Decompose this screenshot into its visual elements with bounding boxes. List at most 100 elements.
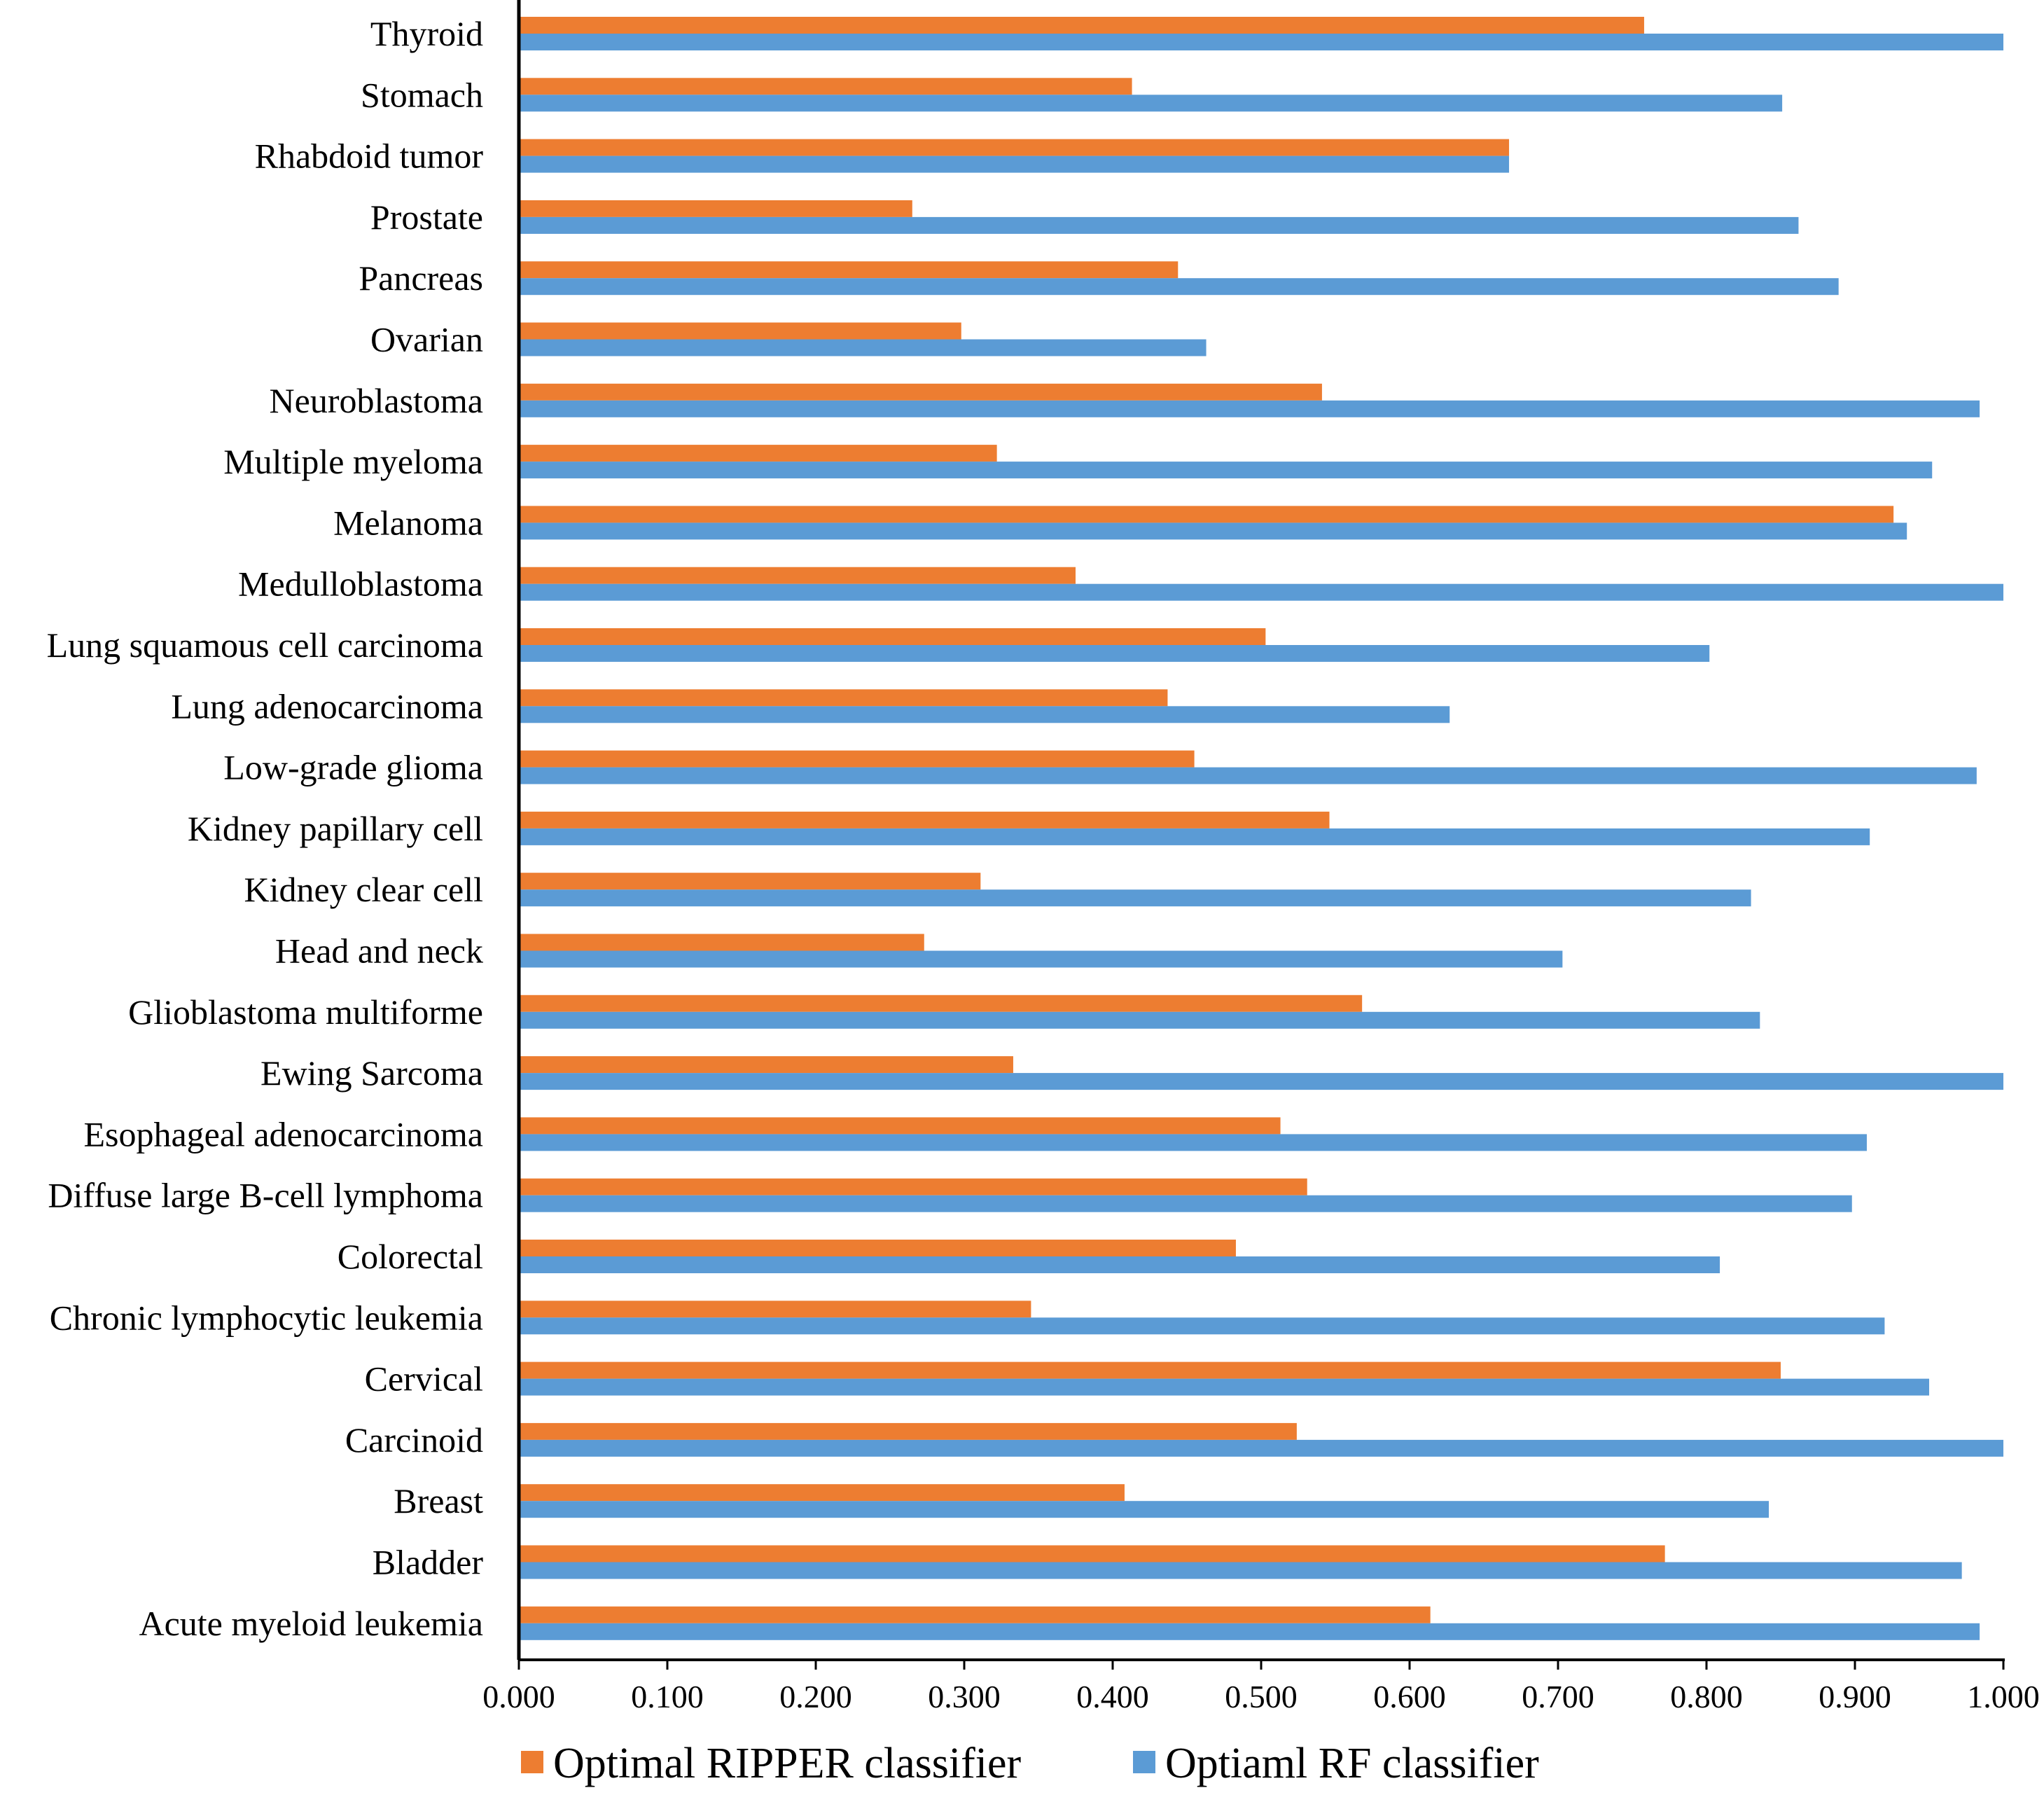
bar-ripper-9 <box>519 567 1076 584</box>
category-label: Stomach <box>361 75 483 114</box>
bar-ripper-21 <box>519 1301 1031 1318</box>
bar-rf-26 <box>519 1623 1980 1640</box>
bar-rf-21 <box>519 1317 1885 1335</box>
category-label: Diffuse large B-cell lymphoma <box>48 1176 483 1215</box>
bar-rf-14 <box>519 889 1751 907</box>
bar-rf-16 <box>519 1011 1760 1029</box>
bar-ripper-1 <box>519 78 1132 95</box>
category-label: Medulloblastoma <box>238 564 483 604</box>
bar-rf-23 <box>519 1439 2003 1457</box>
x-tick-label: 0.400 <box>1076 1679 1149 1714</box>
category-label: Chronic lymphocytic leukemia <box>50 1298 483 1337</box>
category-labels: Thyroid Stomach Rhabdoid tumor Prostate Panc… <box>47 14 484 1643</box>
x-tick-label: 0.000 <box>482 1679 555 1714</box>
x-tick-label: 0.200 <box>779 1679 852 1714</box>
bar-rf-24 <box>519 1501 1770 1518</box>
bar-rf-2 <box>519 155 1510 173</box>
legend-swatch-rf <box>1133 1751 1155 1773</box>
axis-layer <box>517 0 2005 1670</box>
category-label: Bladder <box>373 1543 484 1582</box>
bar-rf-0 <box>519 34 2003 50</box>
category-label: Low-grade glioma <box>223 748 483 787</box>
category-label: Lung squamous cell carcinoma <box>47 625 483 665</box>
category-label: Cervical <box>365 1359 483 1399</box>
bar-ripper-26 <box>519 1606 1431 1623</box>
bar-rf-11 <box>519 706 1450 723</box>
bar-ripper-17 <box>519 1056 1013 1074</box>
x-tick-label: 0.500 <box>1225 1679 1298 1714</box>
bar-ripper-19 <box>519 1178 1307 1195</box>
x-tick-labels: 0.000 0.100 0.200 0.300 0.400 0.500 0.600 0.700… <box>482 1679 2040 1714</box>
bar-ripper-4 <box>519 261 1179 279</box>
bar-rf-18 <box>519 1134 1867 1151</box>
bar-ripper-2 <box>519 139 1510 156</box>
bar-ripper-16 <box>519 994 1363 1012</box>
bar-ripper-7 <box>519 445 997 462</box>
category-label: Thyroid <box>370 14 483 53</box>
category-label: Kidney papillary cell <box>188 809 483 848</box>
bar-ripper-12 <box>519 750 1195 768</box>
x-tick-label: 0.600 <box>1373 1679 1446 1714</box>
category-label: Ovarian <box>370 320 483 359</box>
bar-rf-22 <box>519 1378 1929 1396</box>
category-label: Carcinoid <box>345 1420 483 1460</box>
bar-rf-8 <box>519 522 1907 540</box>
bar-rf-25 <box>519 1562 1962 1579</box>
legend-label-rf: Optiaml RF classifier <box>1165 1740 1539 1787</box>
bar-rf-12 <box>519 767 1977 784</box>
bar-ripper-13 <box>519 811 1330 829</box>
x-tick-label: 0.300 <box>928 1679 1001 1714</box>
bar-rf-3 <box>519 216 1799 234</box>
x-tick-label: 0.900 <box>1819 1679 1891 1714</box>
bar-ripper-18 <box>519 1117 1281 1135</box>
bar-rf-9 <box>519 583 2003 601</box>
category-label: Pancreas <box>359 258 483 298</box>
legend: Optimal RIPPER classifier Optiaml RF clas… <box>521 1740 1539 1787</box>
bar-ripper-22 <box>519 1361 1781 1379</box>
bar-rf-6 <box>519 400 1980 417</box>
bar-ripper-3 <box>519 200 912 217</box>
category-label: Prostate <box>370 197 483 237</box>
bar-ripper-0 <box>519 17 1644 34</box>
bar-ripper-6 <box>519 383 1322 401</box>
bar-ripper-20 <box>519 1240 1236 1256</box>
legend-swatch-ripper <box>521 1751 543 1773</box>
x-tick-label: 1.000 <box>1967 1679 2040 1714</box>
bar-rf-10 <box>519 645 1710 662</box>
category-label: Multiple myeloma <box>223 442 483 481</box>
bar-ripper-8 <box>519 506 1894 523</box>
category-label: Rhabdoid tumor <box>255 137 484 176</box>
bar-rf-7 <box>519 462 1933 479</box>
bar-ripper-11 <box>519 689 1168 707</box>
bar-rf-13 <box>519 828 1870 845</box>
bar-rf-4 <box>519 278 1839 296</box>
category-label: Esophageal adenocarcinoma <box>83 1114 483 1153</box>
category-label: Head and neck <box>275 931 483 971</box>
bar-rf-19 <box>519 1195 1852 1212</box>
bars-layer <box>519 17 2003 1640</box>
category-label: Breast <box>394 1481 483 1520</box>
category-label: Kidney clear cell <box>244 870 483 909</box>
bar-ripper-5 <box>519 322 961 340</box>
category-label: Acute myeloid leukemia <box>139 1604 483 1643</box>
bar-rf-1 <box>519 95 1783 112</box>
bar-ripper-25 <box>519 1545 1665 1562</box>
x-tick-label: 0.100 <box>631 1679 704 1714</box>
bar-rf-5 <box>519 339 1207 356</box>
bar-rf-15 <box>519 950 1563 968</box>
bar-ripper-10 <box>519 628 1266 645</box>
category-label: Colorectal <box>338 1237 483 1276</box>
category-label: Ewing Sarcoma <box>260 1053 483 1093</box>
bar-rf-17 <box>519 1073 2003 1090</box>
bar-ripper-15 <box>519 934 924 951</box>
legend-label-ripper: Optimal RIPPER classifier <box>553 1740 1022 1787</box>
x-tick-label: 0.800 <box>1670 1679 1743 1714</box>
category-label: Melanoma <box>333 503 483 542</box>
bar-ripper-23 <box>519 1422 1297 1440</box>
x-tick-label: 0.700 <box>1522 1679 1594 1714</box>
bar-ripper-14 <box>519 873 981 890</box>
category-label: Neuroblastoma <box>270 381 483 420</box>
category-label: Glioblastoma multiforme <box>128 992 483 1032</box>
